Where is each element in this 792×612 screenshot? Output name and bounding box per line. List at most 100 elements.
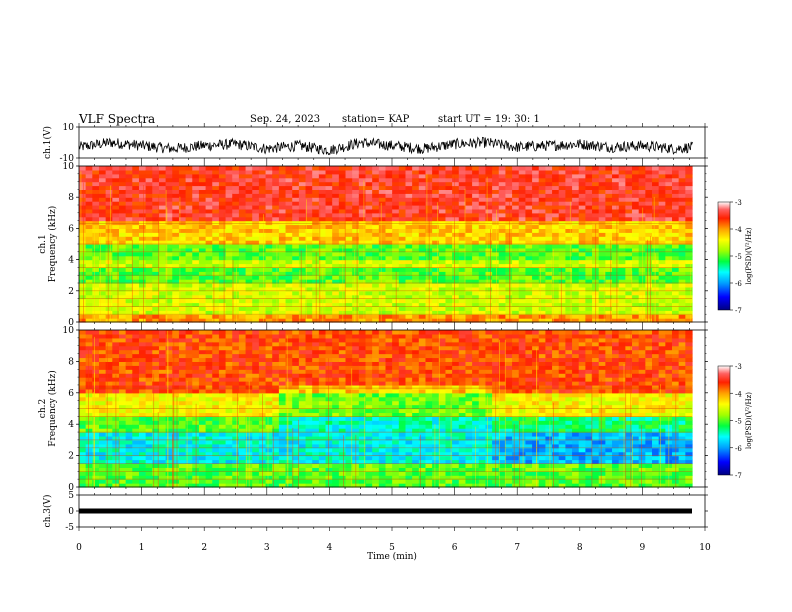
spectrogram-cell [358, 302, 367, 307]
spectrogram-cell [432, 306, 440, 311]
spectrogram-cell [518, 255, 527, 261]
spectrogram-cell [98, 483, 107, 488]
spectrogram-cell [92, 432, 100, 437]
spectrogram-cell [258, 333, 267, 339]
spectrogram-cell [238, 310, 247, 315]
spectrogram-cell [392, 286, 400, 292]
spectrogram-cell [165, 330, 173, 335]
spectrogram-cell [305, 314, 313, 319]
spectrogram-cell [305, 173, 313, 179]
spectrogram-cell [265, 181, 273, 187]
spectrogram-cell [272, 298, 280, 304]
spectrogram-cell [438, 244, 447, 249]
spectrogram-cell [98, 318, 107, 323]
spectrogram-cell [572, 205, 580, 210]
spectrogram-cell [325, 205, 333, 210]
spectrogram-cell [492, 306, 500, 311]
spectrogram-cell [98, 463, 107, 468]
spectrogram-cell [285, 263, 293, 268]
spectrogram-cell [598, 267, 606, 272]
spectrogram-cell [565, 283, 573, 288]
spectrogram-cell [572, 181, 580, 187]
spectrogram-cell [432, 193, 440, 198]
spectrogram-cell [245, 220, 253, 226]
spectrogram-cell [112, 189, 120, 194]
spectrogram-cell [472, 244, 480, 249]
spectrogram-cell [278, 483, 287, 488]
spectrogram-cell [292, 201, 300, 206]
spectrogram-cell [478, 247, 487, 253]
spectrogram-cell [125, 263, 133, 268]
spectrogram-cell [318, 208, 327, 214]
spectrogram-cell [205, 259, 213, 265]
spectrogram-cell [365, 294, 373, 300]
spectrogram-cell [238, 365, 247, 370]
spectrogram-cell [238, 240, 247, 245]
spectrogram-cell [345, 208, 353, 214]
spectrogram-cell [665, 294, 673, 300]
spectrogram-cell [585, 232, 593, 237]
spectrogram-cell [185, 451, 193, 457]
spectrogram-cell [212, 381, 220, 386]
spectrogram-cell [352, 205, 360, 210]
spectrogram-cell [152, 181, 160, 187]
spectrogram-cell [345, 236, 353, 241]
spectrogram-cell [92, 345, 100, 351]
spectrogram-cell [238, 475, 247, 480]
spectrogram-cell [518, 267, 527, 272]
spectrogram-cell [498, 247, 507, 253]
spectrogram-cell [572, 232, 580, 237]
spectrogram-cell [152, 294, 160, 300]
spectrogram-cell [118, 290, 127, 296]
spectrogram-cell [225, 345, 233, 351]
spectrogram-cell [165, 337, 173, 343]
spectrogram-cell [145, 220, 153, 226]
spectrogram-cell [345, 240, 353, 245]
spectrogram-cell [132, 306, 140, 311]
spectrogram-cell [605, 306, 613, 311]
spectrogram-cell [358, 290, 367, 296]
spectrogram-cell [252, 361, 260, 366]
spectrogram-cell [458, 310, 467, 315]
spectrogram-cell [85, 208, 93, 214]
spectrogram-cell [152, 318, 160, 323]
spectrogram-cell [638, 185, 646, 190]
spectrogram-cell [178, 212, 187, 218]
spectrogram-cell [118, 447, 127, 453]
spectrogram-cell [318, 197, 327, 202]
spectrogram-cell [358, 177, 367, 183]
spectrogram-cell [272, 373, 280, 378]
spectrogram-cell [685, 294, 693, 300]
spectrogram-cell [165, 459, 173, 465]
spectrogram-cell [158, 471, 167, 476]
spectrogram-cell [398, 173, 407, 179]
spectrogram-cell [345, 169, 353, 175]
spectrogram-cell [145, 424, 153, 429]
spectrogram-cell [265, 475, 273, 480]
spectrogram-cell [125, 314, 133, 319]
spectrogram-cell [178, 365, 187, 370]
spectrogram-cell [118, 463, 127, 468]
spectrogram-cell [79, 189, 87, 194]
spectrogram-cell [512, 279, 520, 284]
spectrogram-cell [645, 205, 653, 210]
spectrogram-cell [165, 294, 173, 300]
spectrogram-cell [172, 435, 180, 441]
spectrogram-cell [92, 435, 100, 441]
spectrogram-cell [118, 400, 127, 406]
spectrogram-cell [418, 302, 427, 307]
spectrogram-cell [558, 177, 566, 183]
spectrogram-cell [225, 404, 233, 410]
spectrogram-cell [178, 349, 187, 355]
spectrogram-cell [532, 169, 540, 175]
spectrogram-cell [472, 318, 480, 323]
spectrogram-cell [458, 314, 467, 319]
spectrogram-cell [145, 232, 153, 237]
spectrogram-cell [545, 189, 553, 194]
spectrogram-cell [378, 283, 387, 288]
spectrogram-cell [332, 286, 340, 292]
spectrogram-cell [245, 208, 253, 214]
spectrogram-cell [525, 306, 533, 311]
spectrogram-cell [592, 216, 600, 222]
spectrogram-cell [79, 259, 87, 265]
